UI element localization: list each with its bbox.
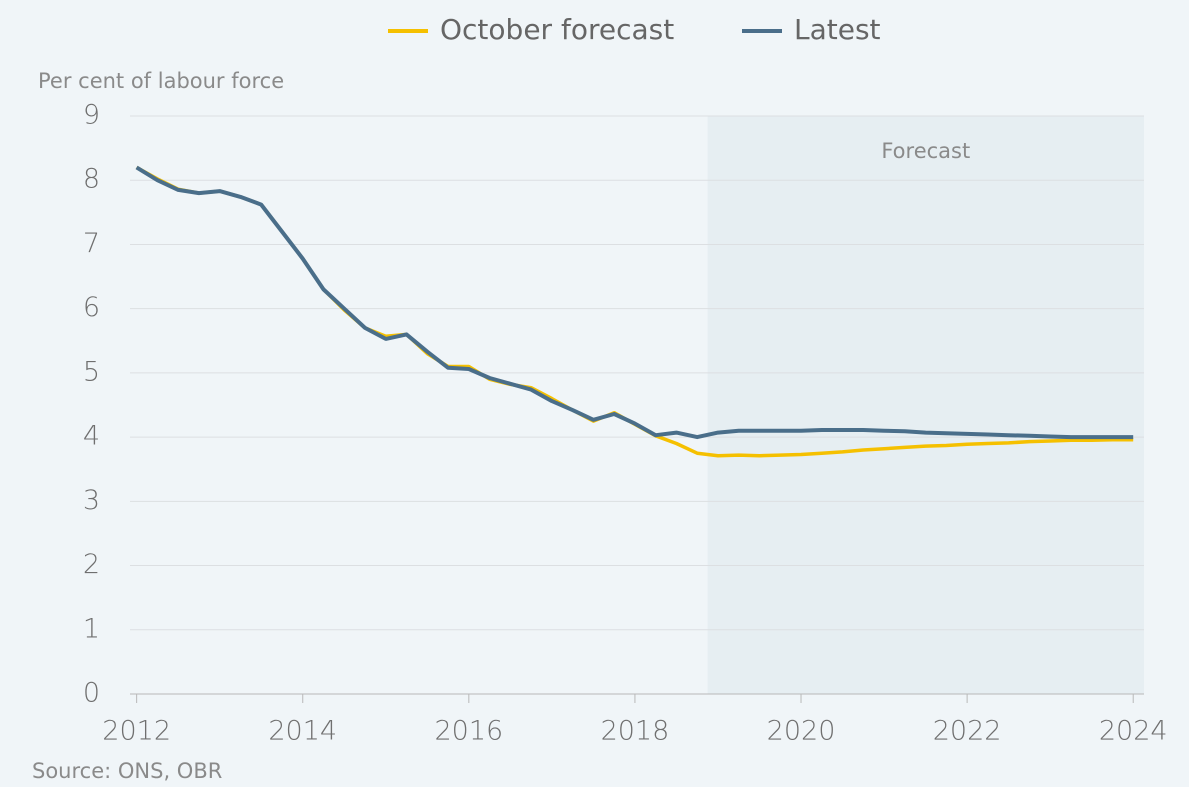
forecast-region (707, 116, 1144, 694)
y-axis-label: Per cent of labour force (38, 69, 284, 93)
x-tick-label: 2014 (268, 716, 337, 747)
y-tick-label: 1 (83, 613, 100, 644)
y-tick-label: 9 (83, 100, 100, 131)
x-tick-label: 2016 (434, 716, 503, 747)
forecast-label: Forecast (881, 139, 970, 163)
y-tick-label: 5 (83, 356, 100, 387)
x-tick-label: 2020 (767, 716, 836, 747)
y-tick-label: 2 (83, 549, 100, 580)
legend-label: Latest (794, 13, 881, 46)
legend-label: October forecast (440, 13, 674, 46)
y-tick-label: 4 (83, 421, 100, 452)
x-tick-label: 2024 (1099, 716, 1168, 747)
y-tick-label: 8 (83, 164, 100, 195)
x-tick-label: 2018 (601, 716, 670, 747)
y-tick-label: 6 (83, 292, 100, 323)
source: Source: ONS, OBR (32, 759, 222, 783)
y-tick-label: 7 (83, 228, 100, 259)
y-tick-label: 3 (83, 485, 100, 516)
x-tick-label: 2012 (102, 716, 171, 747)
y-tick-label: 0 (83, 678, 100, 709)
x-tick-label: 2022 (933, 716, 1002, 747)
line-series (135, 165, 1134, 440)
